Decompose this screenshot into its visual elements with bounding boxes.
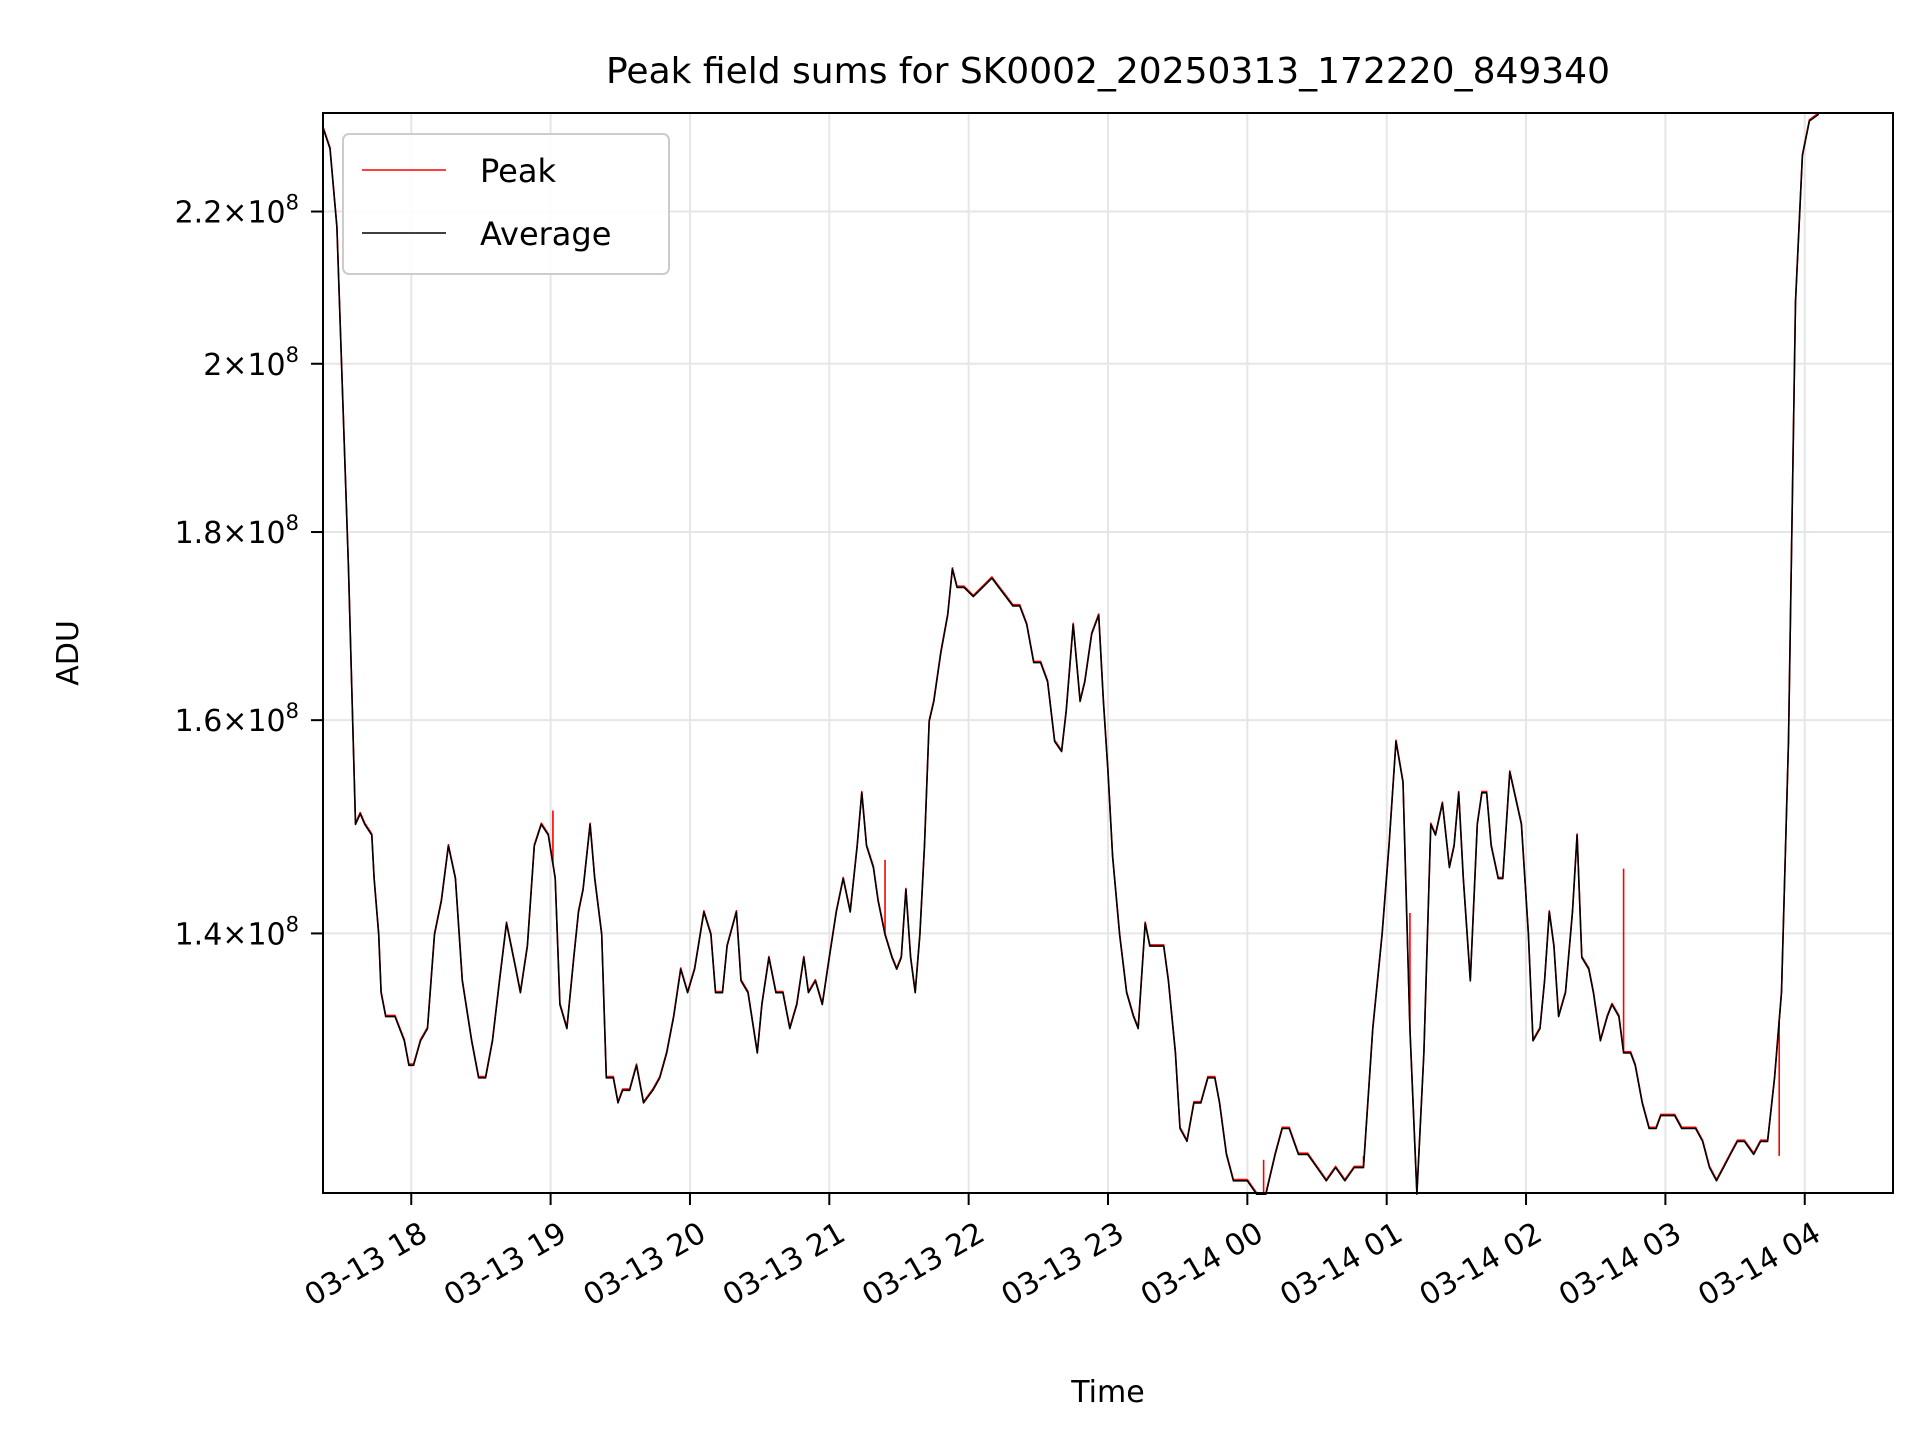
y-axis-label: ADU bbox=[51, 620, 86, 686]
series-average bbox=[322, 113, 1820, 1196]
legend-peak-label: Peak bbox=[480, 152, 556, 190]
y-tick-label: 2×108 bbox=[203, 343, 299, 383]
chart-title: Peak field sums for SK0002_20250313_1722… bbox=[606, 51, 1610, 92]
legend-average-label: Average bbox=[480, 215, 611, 253]
y-axis: 1.4×108 1.6×108 1.8×108 2×108 2.2×108 bbox=[175, 191, 323, 952]
legend-box bbox=[342, 133, 670, 275]
y-tick-label: 1.4×108 bbox=[175, 912, 299, 952]
y-tick-label: 1.6×108 bbox=[175, 699, 299, 739]
average-line bbox=[322, 113, 1820, 1196]
legend: Peak Average bbox=[342, 133, 670, 275]
x-axis-label: Time bbox=[1070, 1375, 1144, 1410]
y-tick-label: 1.8×108 bbox=[175, 511, 299, 551]
y-tick-label: 2.2×108 bbox=[175, 191, 299, 231]
